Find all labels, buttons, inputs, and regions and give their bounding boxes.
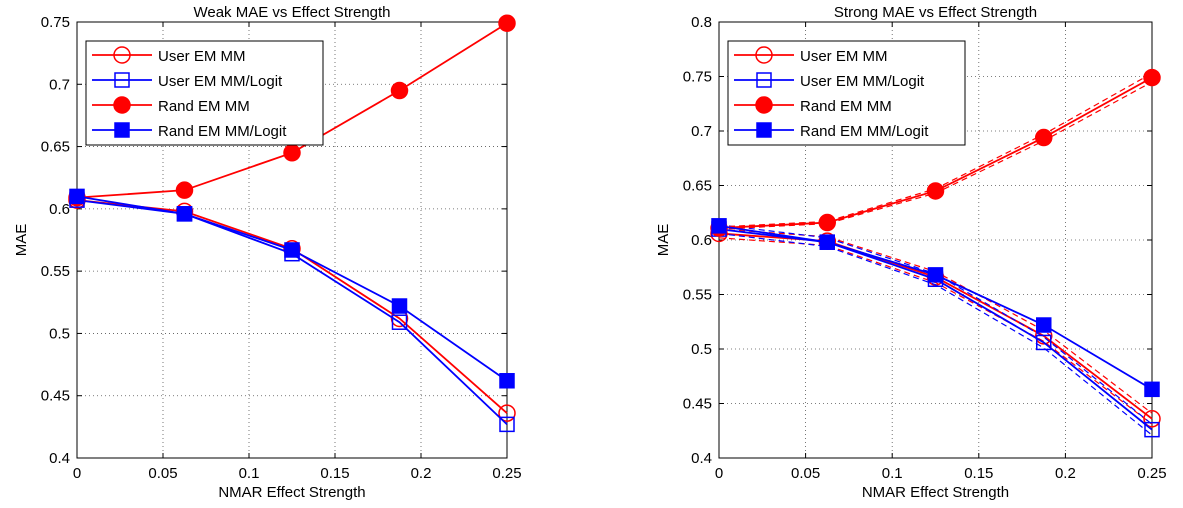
legend-marker [114,122,130,138]
series-bound-line [718,228,1153,414]
data-point [498,14,516,32]
x-tick-label: 0.1 [239,465,260,482]
x-tick-label: 0.2 [411,465,432,482]
legend-label: Rand EM MM [800,98,892,115]
y-tick-label: 0.5 [49,325,70,342]
data-point [1143,410,1161,428]
y-tick-label: 0.7 [691,123,712,140]
data-point [1035,128,1053,147]
x-tick-label: 0.15 [964,465,993,482]
legend-marker [755,46,773,64]
data-point [283,144,301,162]
y-tick-label: 0.75 [683,69,712,86]
y-tick-label: 0.45 [683,396,712,413]
y-tick-label: 0.4 [49,450,70,467]
y-tick-label: 0.7 [49,76,70,93]
series-line [76,199,508,414]
series-user-em-mm-logit [711,221,1160,438]
x-tick-label: 0 [715,465,723,482]
y-tick-label: 0.45 [41,388,70,405]
series-line [718,228,1153,431]
chart-title: Strong MAE vs Effect Strength [834,4,1037,21]
data-point [1144,421,1160,438]
data-point [391,298,408,314]
data-point [927,267,944,283]
series-bound-line [718,237,1153,425]
legend-marker [114,72,130,88]
data-point [1143,68,1161,87]
y-tick-label: 0.6 [691,232,712,249]
legend: User EM MM User EM MM/Logit Rand EM MM Rand… [727,40,966,146]
data-point [499,416,515,433]
legend-marker [756,72,772,88]
y-tick-label: 0.4 [691,450,712,467]
legend-label: Rand EM MM/Logit [158,123,287,140]
x-tick-label: 0.25 [492,465,521,482]
series-line [76,199,508,426]
data-point [175,181,194,199]
data-point [390,81,409,100]
y-axis-label: MAE [655,224,672,257]
series-rand-em-mm-logit [69,188,515,389]
y-tick-label: 0.5 [691,341,712,358]
y-tick-label: 0.65 [683,178,712,195]
data-point [818,213,836,232]
y-tick-label: 0.55 [683,287,712,304]
y-tick-label: 0.75 [41,14,70,31]
data-point [711,218,727,234]
x-tick-label: 0.2 [1055,465,1076,482]
series-user-em-mm [710,224,1161,428]
legend-marker [755,96,773,114]
x-tick-label: 0.05 [791,465,820,482]
legend-label: User EM MM/Logit [158,73,283,90]
data-point [176,206,193,222]
data-point [819,234,835,250]
series-rand-em-mm-logit [711,218,1160,398]
series-line [718,224,1153,391]
y-tick-label: 0.65 [41,139,70,156]
series-bound-line [718,232,1153,436]
data-point [284,242,300,258]
chart-title: Weak MAE vs Effect Strength [193,4,390,21]
legend-label: Rand EM MM [158,98,250,115]
y-tick-label: 0.6 [49,201,70,218]
series-line [718,232,1153,420]
strong-mae-chart: 0 0.05 0.1 0.15 0.2 0.25 0.4 0.45 0.5 0.55 0.6 0.65… [655,4,1167,501]
x-tick-label: 0.25 [1137,465,1166,482]
x-tick-label: 0.05 [148,465,177,482]
legend-label: User EM MM/Logit [800,73,925,90]
data-point [69,188,85,205]
y-tick-label: 0.55 [41,263,70,280]
series-bound-line [718,224,1153,425]
data-point [498,404,516,422]
data-point [499,373,515,389]
legend-label: User EM MM [158,48,246,65]
x-axis-label: NMAR Effect Strength [862,484,1009,501]
x-tick-label: 0.15 [320,465,349,482]
legend-marker [113,46,131,64]
data-point [926,182,945,200]
series-line [76,195,508,382]
plot-frame [76,21,508,459]
data-point [1144,381,1160,398]
legend-label: User EM MM [800,48,888,65]
x-axis-label: NMAR Effect Strength [218,484,365,501]
data-point [391,314,408,330]
y-tick-label: 0.8 [691,14,712,31]
legend: User EM MM User EM MM/Logit Rand EM MM Rand… [85,40,324,146]
y-axis-label: MAE [13,224,30,257]
legend-label: Rand EM MM/Logit [800,123,929,140]
series-user-em-mm [68,191,516,422]
legend-marker [756,122,772,138]
weak-mae-chart: 0 0.05 0.1 0.15 0.2 0.25 0.4 0.45 0.5 0.55 0.6 0.65… [13,4,522,501]
data-point [1036,334,1052,351]
x-tick-label: 0.1 [882,465,903,482]
legend-marker [113,96,131,114]
series-user-em-mm-logit [69,192,515,433]
series-rand-em-mm [710,68,1161,237]
x-tick-label: 0 [73,465,81,482]
data-point [1036,317,1052,333]
